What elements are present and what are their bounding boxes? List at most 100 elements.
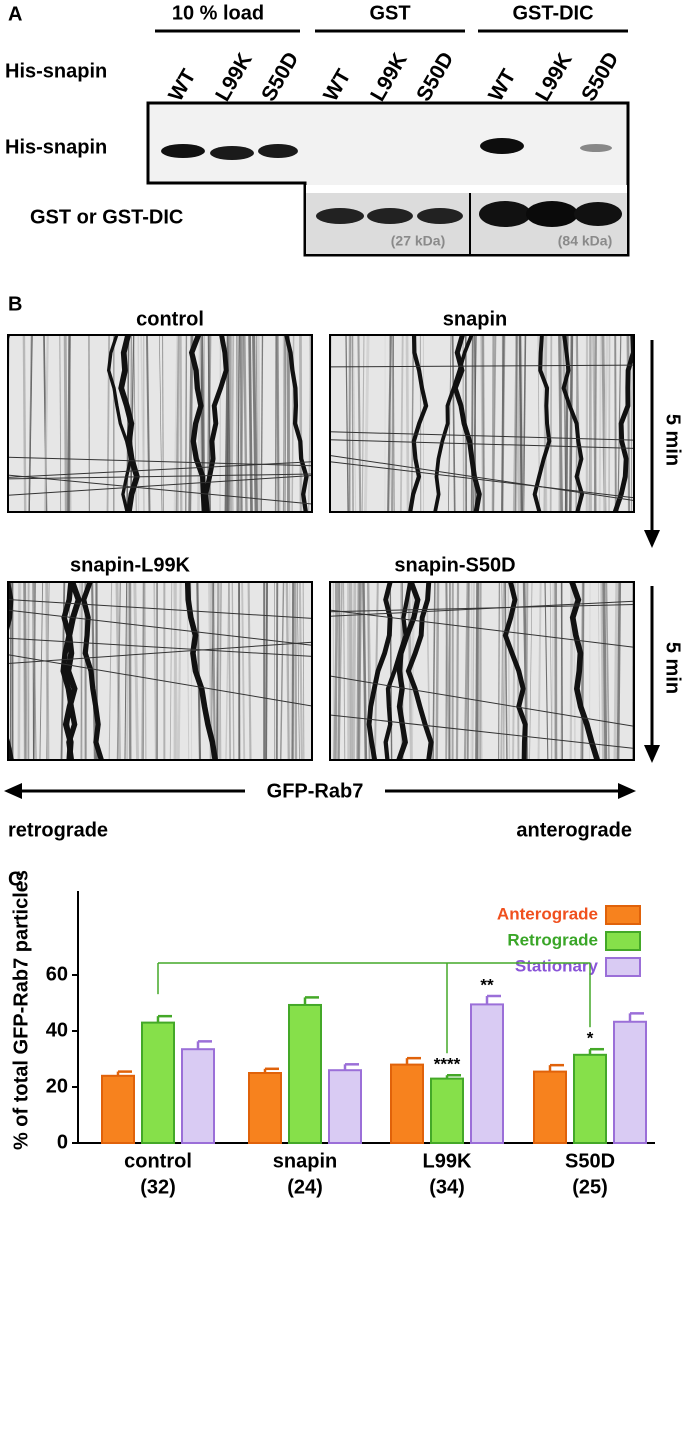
kymo-diagonal [8,461,312,478]
group-label: 10 % load [172,2,264,24]
group-label: GST-DIC [512,2,593,24]
arrow-head [618,783,636,799]
significance: * [587,1029,594,1048]
lane-labels: WT L99K S50D WT L99K S50D WT L99K S50D [164,48,623,105]
x-tick-count: (34) [429,1176,465,1198]
kymo-track [350,582,354,760]
kymo-track [184,582,218,760]
kymo-track [399,335,404,512]
kymo-track [522,335,527,512]
kymo-diagonal [8,654,312,707]
kymo-track [616,582,622,760]
kymo-track [8,582,14,635]
kymo-track [59,335,62,512]
kymo-track [569,582,573,760]
kymo-track [185,335,188,512]
kymo-track [470,335,474,512]
kymo-track [23,582,26,760]
kymo-track [352,582,357,760]
condition-label: snapin-S50D [394,554,515,576]
kymo-frame [7,581,313,761]
lane-label: WT [484,65,520,105]
kymo-track [106,335,133,512]
kymo-track [133,582,140,760]
kymo-track [569,335,574,512]
legend-label: Anterograde [497,904,598,923]
kymo-track [248,335,253,512]
significance: **** [434,1055,461,1074]
kymo-track [159,335,163,512]
kymo-track [544,582,549,760]
kymo-track [550,582,555,760]
bar [533,1070,567,1144]
kymo-track [491,335,495,512]
y-axis-label: % of total GFP-Rab7 particles [10,870,32,1150]
kymo-track [482,335,485,512]
y-tick-label: 0 [57,1131,68,1153]
kymo-track [145,335,151,512]
kymo-frame [7,334,313,513]
kymo-track [276,335,280,512]
kymo-track [614,335,617,512]
band [367,208,413,224]
bar [573,1053,607,1145]
kymo-track [153,582,157,760]
kymo-track [241,582,246,760]
kymo-track [63,335,68,512]
kymo-track [239,335,244,512]
time-label: 5 min [662,414,684,466]
kymo-track [252,335,258,512]
kymo-track [600,582,604,760]
group-label: GST [369,2,410,24]
legend-swatch [605,931,641,951]
kymo-track [345,335,349,512]
kymograph [330,335,634,512]
axis-label: GFP-Rab7 [267,780,364,802]
kymo-track [411,335,414,512]
x-tick-label: snapin [273,1150,337,1172]
bar [248,1072,282,1144]
kymo-track [393,335,395,512]
kymo-track [447,335,452,512]
kymo-track [247,582,252,760]
kymo-track [389,335,392,512]
kymo-track [598,335,602,512]
kymograph [330,582,634,760]
band [480,138,524,154]
lane-label: S50D [257,48,303,105]
kymo-diagonal [330,439,634,449]
kymo-track [405,335,410,512]
bar [101,1074,135,1145]
kymo-frame [329,581,635,761]
lane-label: L99K [211,49,257,105]
x-tick-label: S50D [565,1150,615,1172]
label-bg [245,778,385,804]
kymo-track [302,582,305,760]
kymo-diagonal [8,473,312,480]
kymo-track [177,582,182,760]
kymo-track [33,582,37,760]
direction-label: retrograde [8,819,108,841]
kymo-track [279,582,285,760]
kymo-track [282,335,286,512]
kymo-diagonal [330,600,634,617]
row-label: His-snapin [5,136,107,158]
lane-label: L99K [366,49,412,105]
lane-header: His-snapin [5,60,107,82]
kymograph [8,335,312,512]
kymo-track [296,582,300,760]
kymo-track [351,335,354,512]
kymo-track [298,582,303,760]
y-tick-label: 40 [46,1019,68,1041]
kymo-track [80,582,83,760]
kymo-track [613,582,619,760]
kymo-track [432,582,436,760]
kymo-track [228,335,234,512]
x-tick-count: (32) [140,1176,176,1198]
chart: 0 20 40 60 control (32) snapin (24) L99K (34) S50D… [46,891,655,1198]
kymo-track [500,582,505,760]
panel-label: B [8,293,22,315]
kymo-track [362,582,368,760]
panel-label: C [8,868,22,890]
size-label: (84 kDa) [558,233,612,249]
